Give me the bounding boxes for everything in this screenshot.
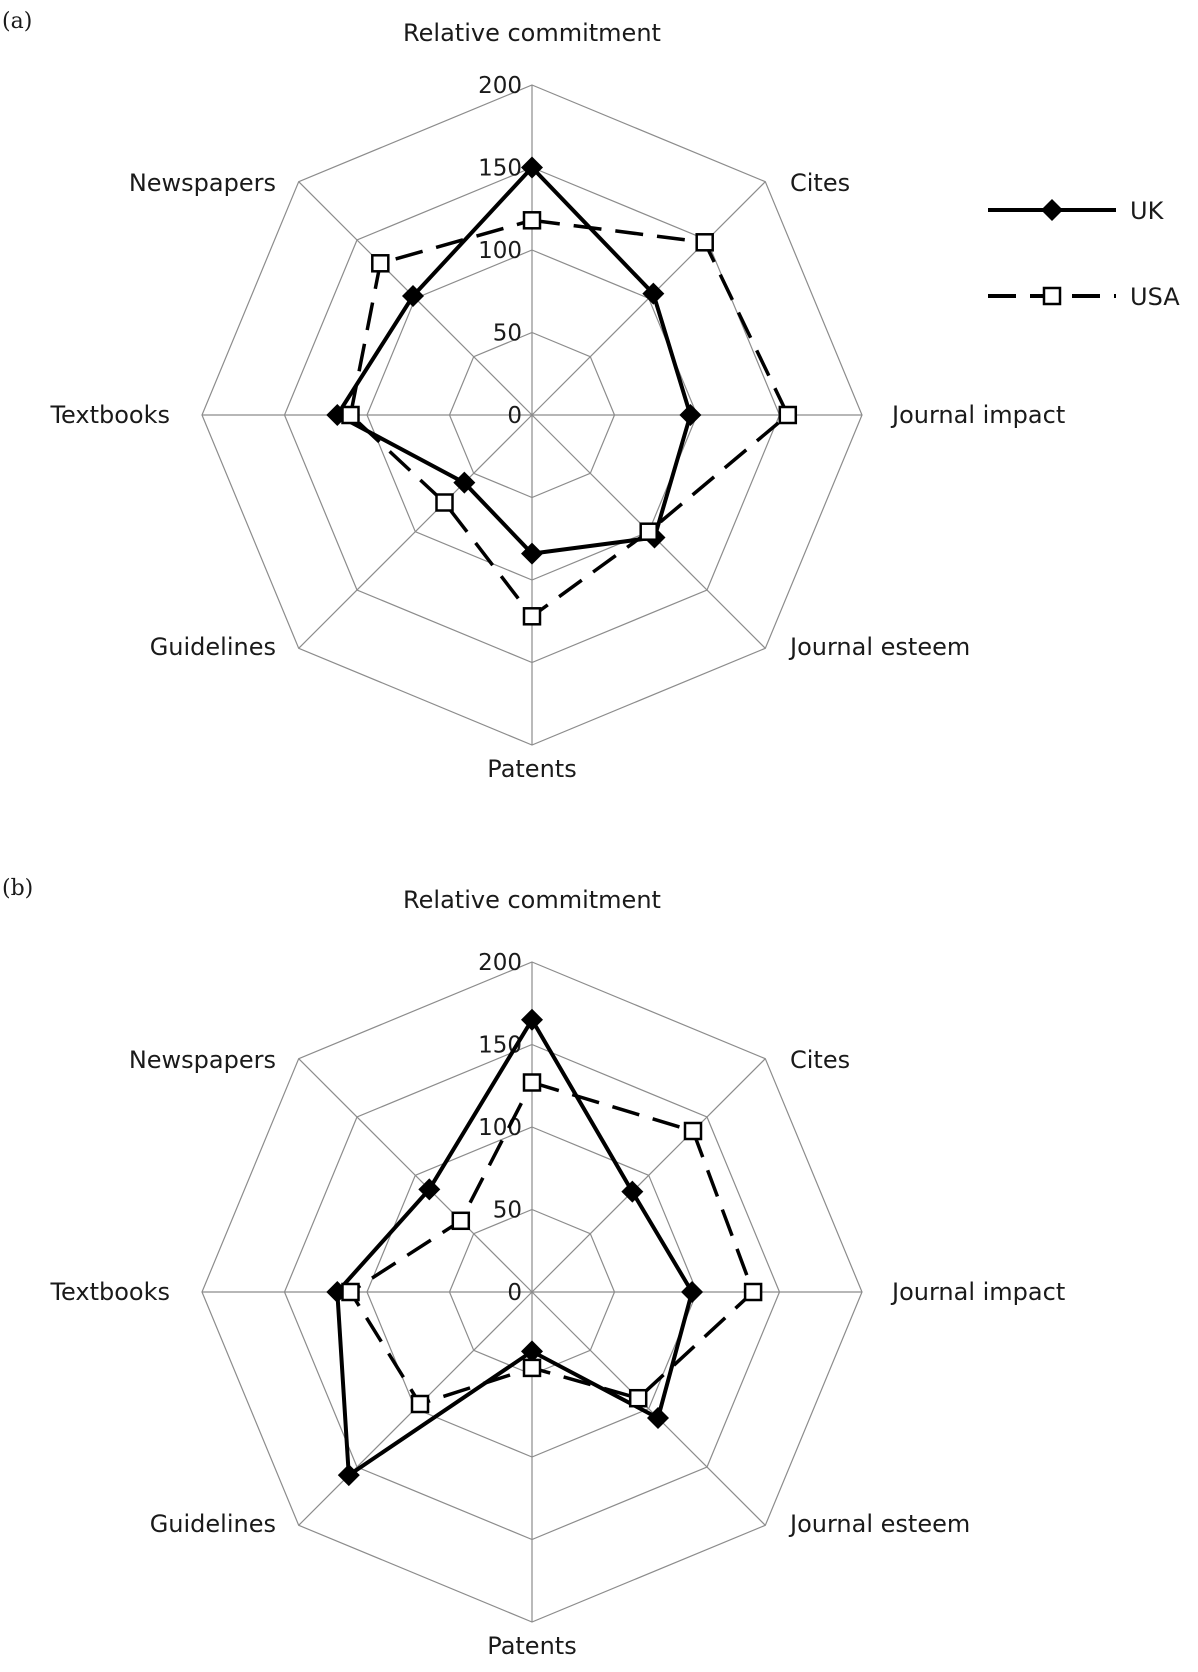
point-uk-cites (621, 1180, 644, 1203)
point-usa-relative-commitment (522, 211, 542, 230)
tick-label-50: 50 (493, 1198, 522, 1224)
radar-panel-a: (a) 0 50 100 150 200 Relative commitment Cites J… (2, 9, 1065, 783)
point-uk-newspapers (418, 1178, 441, 1201)
axis-label-guidelines: Guidelines (150, 1510, 276, 1538)
point-usa-journal-esteem (628, 1388, 648, 1408)
tick-label-200: 200 (478, 73, 522, 99)
point-uk-relative-commitment (521, 156, 543, 179)
tick-label-200: 200 (478, 950, 522, 976)
point-uk-relative-commitment (521, 1008, 543, 1031)
tick-label-0: 0 (507, 1280, 522, 1306)
point-uk-journal-impact (679, 404, 702, 426)
panel-label: (b) (2, 876, 33, 901)
axis-label-newspapers: Newspapers (129, 169, 276, 197)
axis-label-journal-impact: Journal impact (890, 401, 1065, 429)
axis-label-cites: Cites (790, 169, 850, 197)
axis-label-journal-esteem: Journal esteem (788, 633, 970, 661)
point-uk-guidelines (453, 471, 476, 494)
point-usa-patents (522, 1358, 542, 1378)
point-usa-newspapers (371, 254, 390, 273)
tick-label-100: 100 (478, 238, 522, 264)
tick-label-150: 150 (478, 156, 522, 182)
axis-label-cites: Cites (790, 1046, 850, 1074)
axis-label-guidelines: Guidelines (150, 633, 276, 661)
point-uk-journal-impact (681, 1281, 704, 1303)
legend-usa-label: USA (1130, 283, 1180, 311)
axis-label-patents: Patents (487, 755, 576, 783)
tick-label-100: 100 (478, 1115, 522, 1141)
axis-label-journal-esteem: Journal esteem (788, 1510, 970, 1538)
tick-label-50: 50 (493, 321, 522, 347)
legend-uk-marker (1041, 199, 1063, 221)
series-usa-line (348, 218, 790, 619)
axis-label-relative-commitment: Relative commitment (403, 886, 661, 914)
spoke-cites (531, 1058, 766, 1293)
point-uk-newspapers (401, 284, 424, 307)
point-usa-journal-esteem (639, 522, 658, 541)
axis-label-relative-commitment: Relative commitment (403, 19, 661, 47)
point-usa-textbooks (341, 405, 360, 425)
axis-label-textbooks: Textbooks (49, 401, 170, 429)
point-uk-guidelines (337, 1464, 360, 1487)
point-usa-newspapers (451, 1211, 471, 1231)
point-usa-guidelines (410, 1394, 430, 1414)
panel-label: (a) (2, 9, 32, 34)
series-uk-line (334, 164, 693, 556)
point-usa-cites (695, 233, 714, 252)
point-usa-patents (522, 607, 542, 626)
axis-label-patents: Patents (487, 1632, 576, 1660)
point-uk-patents (521, 542, 543, 565)
legend: UK USA (988, 197, 1180, 311)
spoke-newspapers (298, 1058, 533, 1293)
point-usa-textbooks (341, 1282, 360, 1302)
point-uk-cites (642, 282, 665, 305)
point-uk-journal-esteem (647, 1407, 670, 1430)
axis-label-textbooks: Textbooks (49, 1278, 170, 1306)
axis-label-newspapers: Newspapers (129, 1046, 276, 1074)
spoke-guidelines (298, 414, 533, 649)
point-uk-patents (521, 1340, 543, 1363)
legend-uk-label: UK (1130, 197, 1165, 225)
axis-label-journal-impact: Journal impact (890, 1278, 1065, 1306)
point-usa-relative-commitment (522, 1073, 542, 1092)
point-usa-guidelines (435, 493, 454, 512)
spoke-journal-esteem (531, 1291, 766, 1526)
tick-label-0: 0 (507, 403, 522, 429)
point-usa-journal-impact (778, 405, 798, 425)
point-usa-cites (683, 1121, 703, 1141)
point-usa-journal-impact (743, 1282, 763, 1302)
legend-usa-marker (1042, 286, 1062, 306)
